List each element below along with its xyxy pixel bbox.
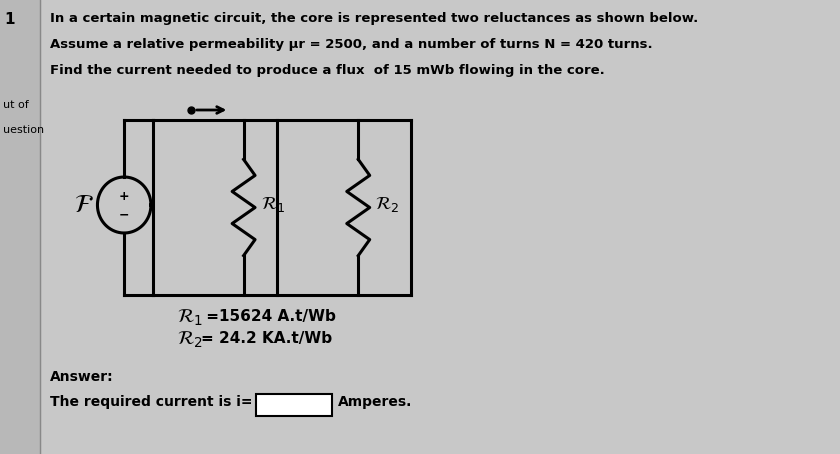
Text: Amperes.: Amperes. [339,395,412,409]
Text: Assume a relative permeability μr = 2500, and a number of turns N = 420 turns.: Assume a relative permeability μr = 2500… [50,38,653,51]
Text: 1: 1 [5,12,15,27]
Bar [256,394,333,416]
Text: The required current is i=: The required current is i= [50,395,252,409]
Text: In a certain magnetic circuit, the core is represented two reluctances as shown : In a certain magnetic circuit, the core … [50,12,698,25]
Text: $\mathcal{F}$: $\mathcal{F}$ [74,193,94,217]
Text: uestion: uestion [3,125,44,135]
Text: $\mathcal{R}_1$: $\mathcal{R}_1$ [176,308,203,328]
Text: Find the current needed to produce a flux  of 15 mWb flowing in the core.: Find the current needed to produce a flu… [50,64,605,77]
Bar [0,0,40,454]
Text: Answer:: Answer: [50,370,113,384]
Text: = 24.2 KA.t/Wb: = 24.2 KA.t/Wb [201,331,332,346]
Text: +: + [119,189,129,202]
Text: =15624 A.t/Wb: =15624 A.t/Wb [201,309,335,324]
Text: $\mathcal{R}_1$: $\mathcal{R}_1$ [260,196,286,214]
Text: ut of: ut of [3,100,29,110]
Text: −: − [119,208,129,222]
Text: $\mathcal{R}_2$: $\mathcal{R}_2$ [375,196,400,214]
Text: $\mathcal{R}_2$: $\mathcal{R}_2$ [176,330,202,350]
